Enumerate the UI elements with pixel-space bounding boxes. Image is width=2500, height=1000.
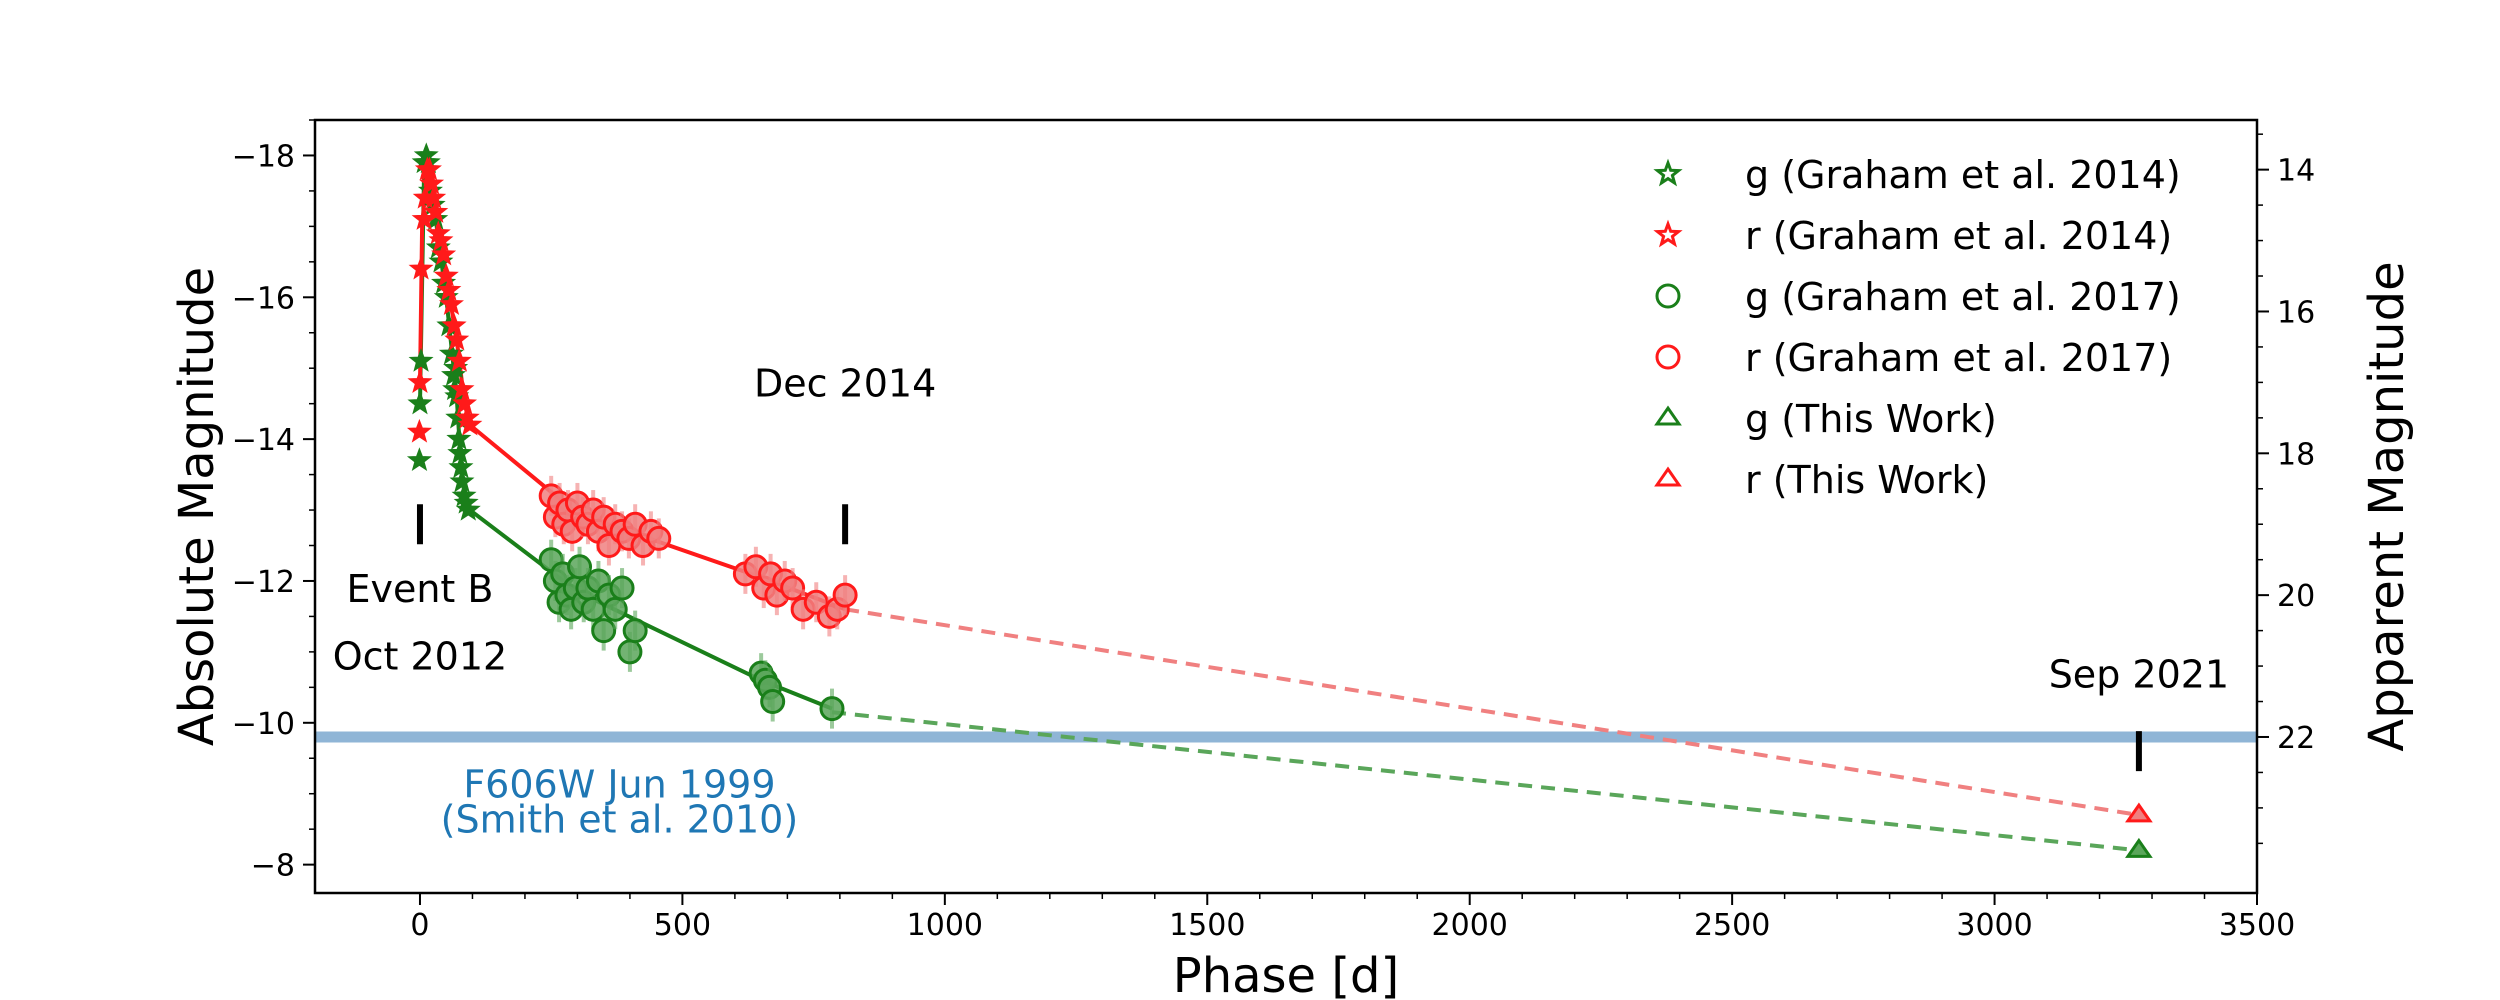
hst-band-citation: (Smith et al. 2010) <box>441 798 798 842</box>
data-point-r-circle <box>780 575 806 601</box>
y2-tick-label: 14 <box>2277 154 2315 189</box>
legend-marker-g-triangle <box>1654 405 1682 426</box>
y2-tick-label: 20 <box>2277 579 2315 614</box>
data-point-g-circle <box>622 618 648 644</box>
data-point-r-star <box>457 411 483 436</box>
fit-lines-layer <box>418 154 2140 853</box>
x-tick-label: 2000 <box>1432 908 1508 943</box>
data-point-r-star <box>441 312 467 337</box>
data-point-r-circle <box>832 582 858 608</box>
data-point-r-star <box>431 241 457 266</box>
x-tick-label: 3000 <box>1956 908 2032 943</box>
legend-marker-g-star <box>1653 158 1683 187</box>
data-point-r-star <box>446 347 472 372</box>
y2-axis-title: Apparent Magnitude <box>2359 261 2415 751</box>
x-tick-label: 3500 <box>2219 908 2295 943</box>
data-points-layer <box>406 142 2153 858</box>
legend-marker-r-triangle <box>1654 466 1682 487</box>
event-label: Oct 2012 <box>333 635 508 679</box>
dashed-extrapolation-g <box>831 710 2140 853</box>
data-point-r-star <box>407 369 433 394</box>
data-point-g-triangle <box>2125 837 2153 858</box>
legend-label: g (Graham et al. 2017) <box>1745 275 2181 319</box>
x-axis-title: Phase [d] <box>1173 948 1400 1000</box>
data-point-r-star <box>452 390 478 415</box>
legend-label: g (This Work) <box>1745 397 1997 441</box>
data-point-g-star <box>449 468 475 493</box>
data-point-r-star <box>444 326 470 351</box>
y-tick-label: −16 <box>232 281 295 316</box>
data-point-g-star <box>407 390 433 415</box>
data-point-g-circle <box>609 575 635 601</box>
data-point-r-star <box>416 156 442 181</box>
data-point-r-star <box>423 199 449 223</box>
x-tick-label: 1500 <box>1169 908 1245 943</box>
legend-label: r (This Work) <box>1745 458 1988 502</box>
plot-frame <box>313 118 2259 895</box>
y-tick-label: −14 <box>232 423 295 458</box>
x-tick-label: 0 <box>410 908 429 943</box>
hst-limit-band-layer: F606W Jun 1999(Smith et al. 2010) <box>315 731 2257 842</box>
legend-label: r (Graham et al. 2017) <box>1745 336 2172 380</box>
y2-tick-label: 22 <box>2277 721 2315 756</box>
y2-tick-label: 16 <box>2277 295 2315 330</box>
x-tick-label: 1000 <box>907 908 983 943</box>
data-point-g-star <box>455 496 481 521</box>
y-tick-label: −18 <box>232 139 295 174</box>
legend-marker-r-star <box>1653 219 1683 248</box>
event-label: Sep 2021 <box>2049 652 2229 696</box>
dashed-extrapolation-r <box>844 607 2140 817</box>
data-point-g-circle <box>819 696 845 722</box>
data-point-r-star <box>406 418 432 443</box>
hst-band-label: F606W Jun 1999 <box>463 762 775 806</box>
data-point-r-star <box>438 291 464 316</box>
legend-label: r (Graham et al. 2014) <box>1745 214 2172 258</box>
legend-marker-r-circle <box>1655 344 1681 370</box>
data-point-r-star <box>433 262 459 287</box>
data-point-g-star <box>408 347 434 372</box>
event-label: Event B <box>346 567 493 611</box>
data-point-r-star <box>428 227 454 252</box>
data-point-g-circle <box>591 618 617 644</box>
y-tick-label: −10 <box>232 707 295 742</box>
x-tick-label: 2500 <box>1694 908 1770 943</box>
data-point-r-triangle <box>2125 802 2153 823</box>
y2-tick-label: 18 <box>2277 437 2315 472</box>
annotations-layer: Event B Oct 2012 Dec 2014 Sep 2021 <box>333 362 2229 772</box>
data-point-g-circle <box>760 689 786 715</box>
legend-label: g (Graham et al. 2014) <box>1745 153 2181 197</box>
data-point-g-circle <box>617 639 643 665</box>
data-point-r-star <box>449 376 475 401</box>
data-point-g-star <box>406 447 432 472</box>
data-point-r-star <box>421 184 447 209</box>
legend: g (Graham et al. 2014) r (Graham et al. 2… <box>1653 153 2181 502</box>
legend-marker-g-circle <box>1655 283 1681 309</box>
data-point-r-star <box>419 170 445 195</box>
data-point-r-star <box>436 277 462 301</box>
y-axis-title: Absolute Magnitude <box>169 267 225 746</box>
axes-layer: 0 500 1000 1500 2000 2500 3000 3500 −18 −16 −14 −12… <box>232 118 2315 943</box>
data-point-g-circle <box>567 554 593 580</box>
y-tick-label: −12 <box>232 565 295 600</box>
data-point-r-circle <box>646 525 672 551</box>
event-label: Dec 2014 <box>754 362 936 406</box>
data-point-r-star <box>408 255 434 280</box>
x-tick-label: 500 <box>654 908 711 943</box>
y-tick-label: −8 <box>251 849 295 884</box>
